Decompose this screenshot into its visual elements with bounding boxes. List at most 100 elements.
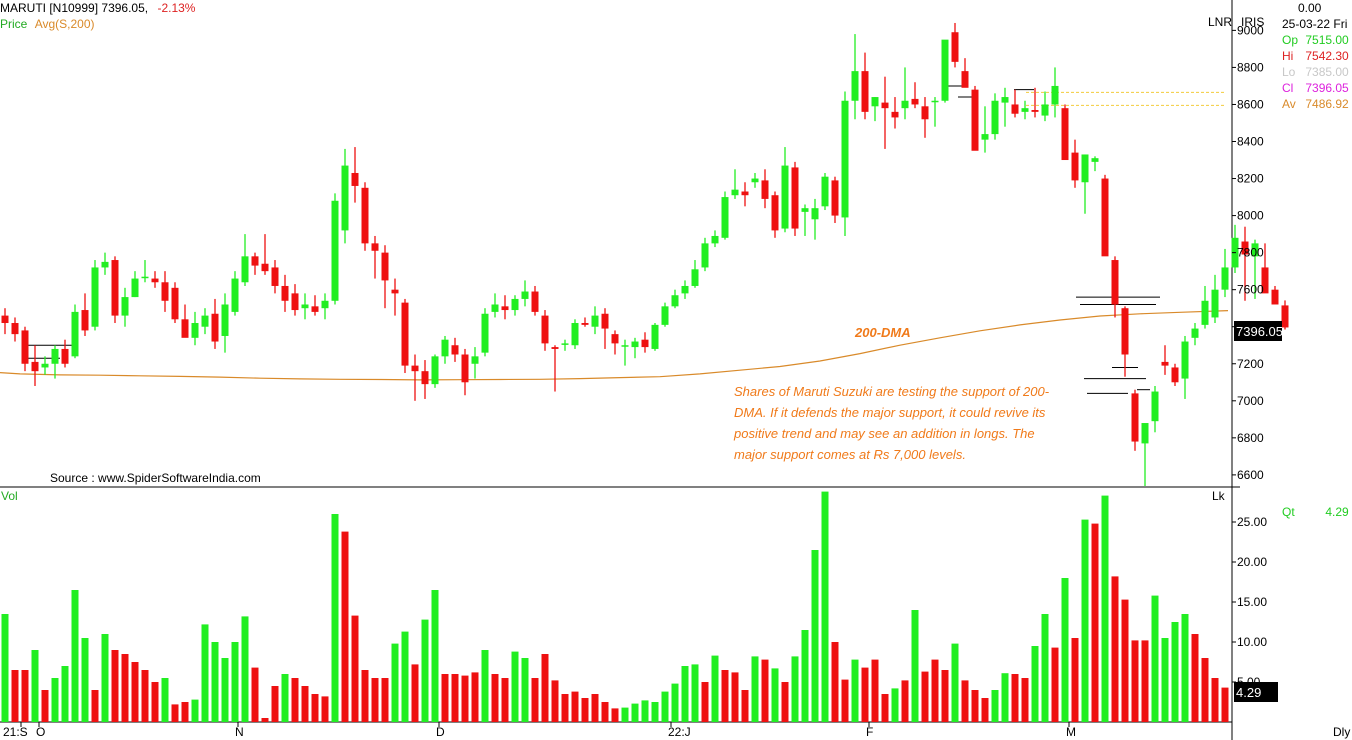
volume-bar — [321, 696, 329, 722]
price-tick-label: 7000 — [1237, 394, 1264, 408]
candle-body — [731, 189, 739, 196]
volume-bar — [581, 698, 589, 722]
price-tick-label: 7800 — [1237, 246, 1264, 260]
candle-body — [1161, 361, 1169, 366]
candle-body — [681, 285, 689, 294]
volume-bar — [81, 638, 89, 722]
volume-bar — [681, 666, 689, 722]
candle — [11, 317, 19, 342]
volume-tick-label: 25.00 — [1237, 515, 1267, 529]
candle-body — [541, 315, 549, 344]
candle-body — [491, 304, 499, 312]
candle — [891, 97, 899, 129]
candle-body — [321, 300, 329, 309]
candle-body — [1131, 393, 1139, 442]
candle — [191, 311, 199, 346]
candle-body — [71, 311, 79, 357]
high-row: Hi 7542.30 — [1282, 49, 1349, 63]
candle — [291, 284, 299, 316]
candle-body — [531, 291, 539, 312]
last-price: 7396.05, — [101, 1, 149, 15]
candle-body — [921, 106, 929, 120]
qty-row: Qt 4.29 — [1282, 505, 1349, 519]
price-tick-label: 8800 — [1237, 60, 1264, 74]
candle-body — [581, 323, 589, 325]
volume-bar — [1001, 673, 1009, 722]
volume-bar — [31, 650, 39, 722]
volume-bar — [861, 667, 869, 722]
candle-body — [1041, 104, 1049, 116]
candle-body — [251, 256, 259, 266]
candle — [301, 293, 309, 320]
candle — [411, 354, 419, 401]
time-tick-label: F — [866, 725, 873, 739]
candle — [431, 354, 439, 388]
candle — [151, 271, 159, 288]
candle-body — [441, 339, 449, 357]
candle — [101, 252, 109, 275]
change-percent: -2.13% — [157, 1, 196, 15]
volume-bar — [1121, 599, 1129, 722]
candle-body — [861, 71, 869, 112]
volume-bar — [561, 694, 569, 722]
volume-bar — [521, 658, 529, 722]
candle-body — [1181, 341, 1189, 379]
candle-body — [931, 100, 939, 103]
candle — [1051, 67, 1059, 118]
volume-bar — [811, 550, 819, 722]
candle-body — [501, 306, 509, 311]
volume-bar — [551, 680, 559, 722]
volume-bar — [841, 679, 849, 722]
price-tick-label: 8000 — [1237, 209, 1264, 223]
volume-scale-label: Lk — [1212, 489, 1225, 503]
candle — [1121, 306, 1129, 377]
volume-bar — [11, 670, 19, 722]
volume-bar — [1091, 523, 1099, 722]
candle — [1251, 239, 1259, 299]
volume-bar — [651, 702, 659, 722]
candle — [911, 82, 919, 109]
candle — [771, 191, 779, 238]
volume-bar — [1161, 638, 1169, 722]
candle-body — [421, 371, 429, 385]
product-label: IRIS — [1241, 15, 1265, 29]
dma-line — [0, 310, 1229, 381]
volume-bar — [351, 615, 359, 722]
volume-bar — [641, 700, 649, 722]
volume-bar — [1021, 678, 1029, 722]
candle-body — [1101, 178, 1109, 257]
candle-body — [791, 167, 799, 229]
candle-body — [761, 180, 769, 199]
candle-body — [711, 235, 719, 244]
volume-bar — [731, 672, 739, 722]
time-tick-label: O — [36, 725, 45, 739]
price-tick-label: 7600 — [1237, 283, 1264, 297]
price-tick-label: 6800 — [1237, 431, 1264, 445]
indicator-name: Price — [0, 17, 28, 31]
candle-body — [231, 278, 239, 312]
candlestick-series — [1, 22, 1289, 486]
candle-body — [281, 285, 289, 301]
chart-frame — [0, 0, 1240, 740]
candle — [961, 58, 969, 88]
volume-bar — [241, 616, 249, 722]
volume-bar — [451, 674, 459, 722]
candle — [311, 295, 319, 316]
volume-bar — [1031, 646, 1039, 722]
candle — [281, 274, 289, 312]
candle — [421, 360, 429, 399]
candle-body — [211, 313, 219, 342]
volume-bar — [891, 688, 899, 722]
volume-bar — [971, 690, 979, 722]
volume-bar — [771, 668, 779, 722]
candle — [161, 271, 169, 312]
candle-body — [1241, 241, 1249, 255]
volume-bar — [761, 659, 769, 722]
volume-bar — [831, 642, 839, 722]
price-scale-label: LNR — [1208, 15, 1233, 29]
candle — [391, 278, 399, 316]
candle — [71, 304, 79, 359]
candle — [931, 97, 939, 127]
volume-bar — [1061, 578, 1069, 722]
volume-bar — [21, 670, 29, 722]
